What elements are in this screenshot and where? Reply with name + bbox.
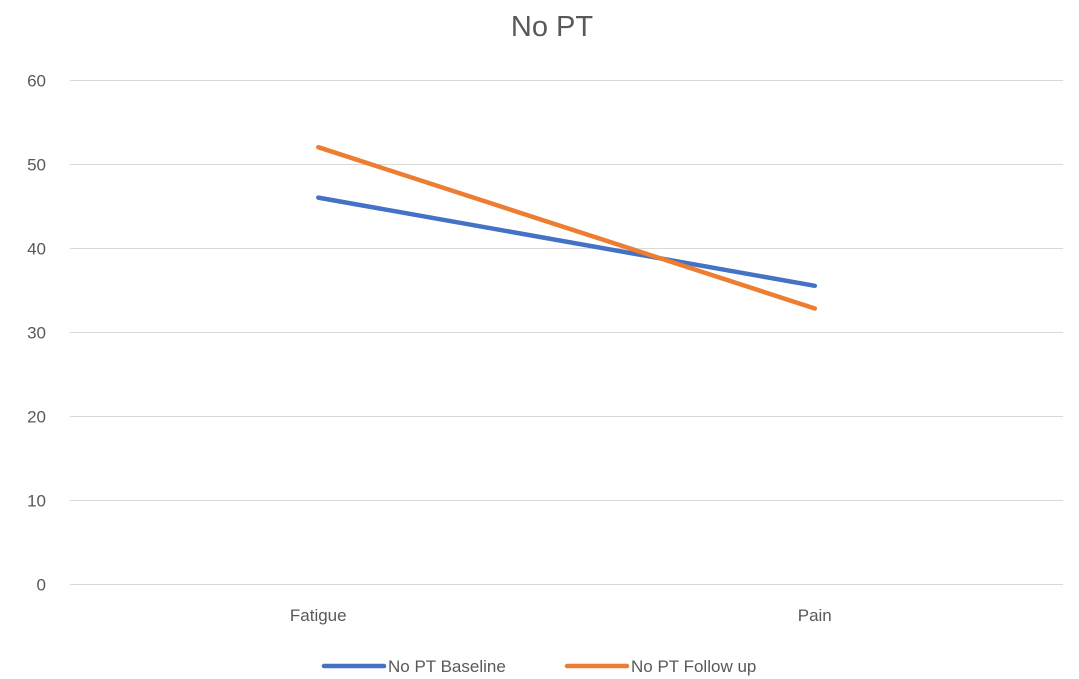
y-tick-label: 0: [37, 576, 46, 595]
y-tick-label: 50: [27, 156, 46, 175]
x-tick-label: Pain: [798, 606, 832, 625]
x-tick-label: Fatigue: [290, 606, 347, 625]
x-axis-tick-labels: Fatigue Pain: [290, 606, 832, 625]
y-tick-label: 60: [27, 72, 46, 91]
legend-label-1: No PT Baseline: [388, 657, 506, 676]
chart-title: No PT: [511, 11, 593, 43]
series-line-2: [316, 144, 818, 311]
y-tick-label: 30: [27, 324, 46, 343]
legend-label-2: No PT Follow up: [631, 657, 756, 676]
y-tick-label: 10: [27, 492, 46, 511]
y-axis-tick-labels: 0 10 20 30 40 50 60: [27, 72, 46, 595]
legend: No PT Baseline No PT Follow up: [321, 657, 756, 676]
series-line-1: [316, 195, 818, 289]
series-lines: [316, 144, 818, 311]
y-tick-label: 40: [27, 240, 46, 259]
gridlines: [70, 80, 1063, 585]
y-tick-label: 20: [27, 408, 46, 427]
